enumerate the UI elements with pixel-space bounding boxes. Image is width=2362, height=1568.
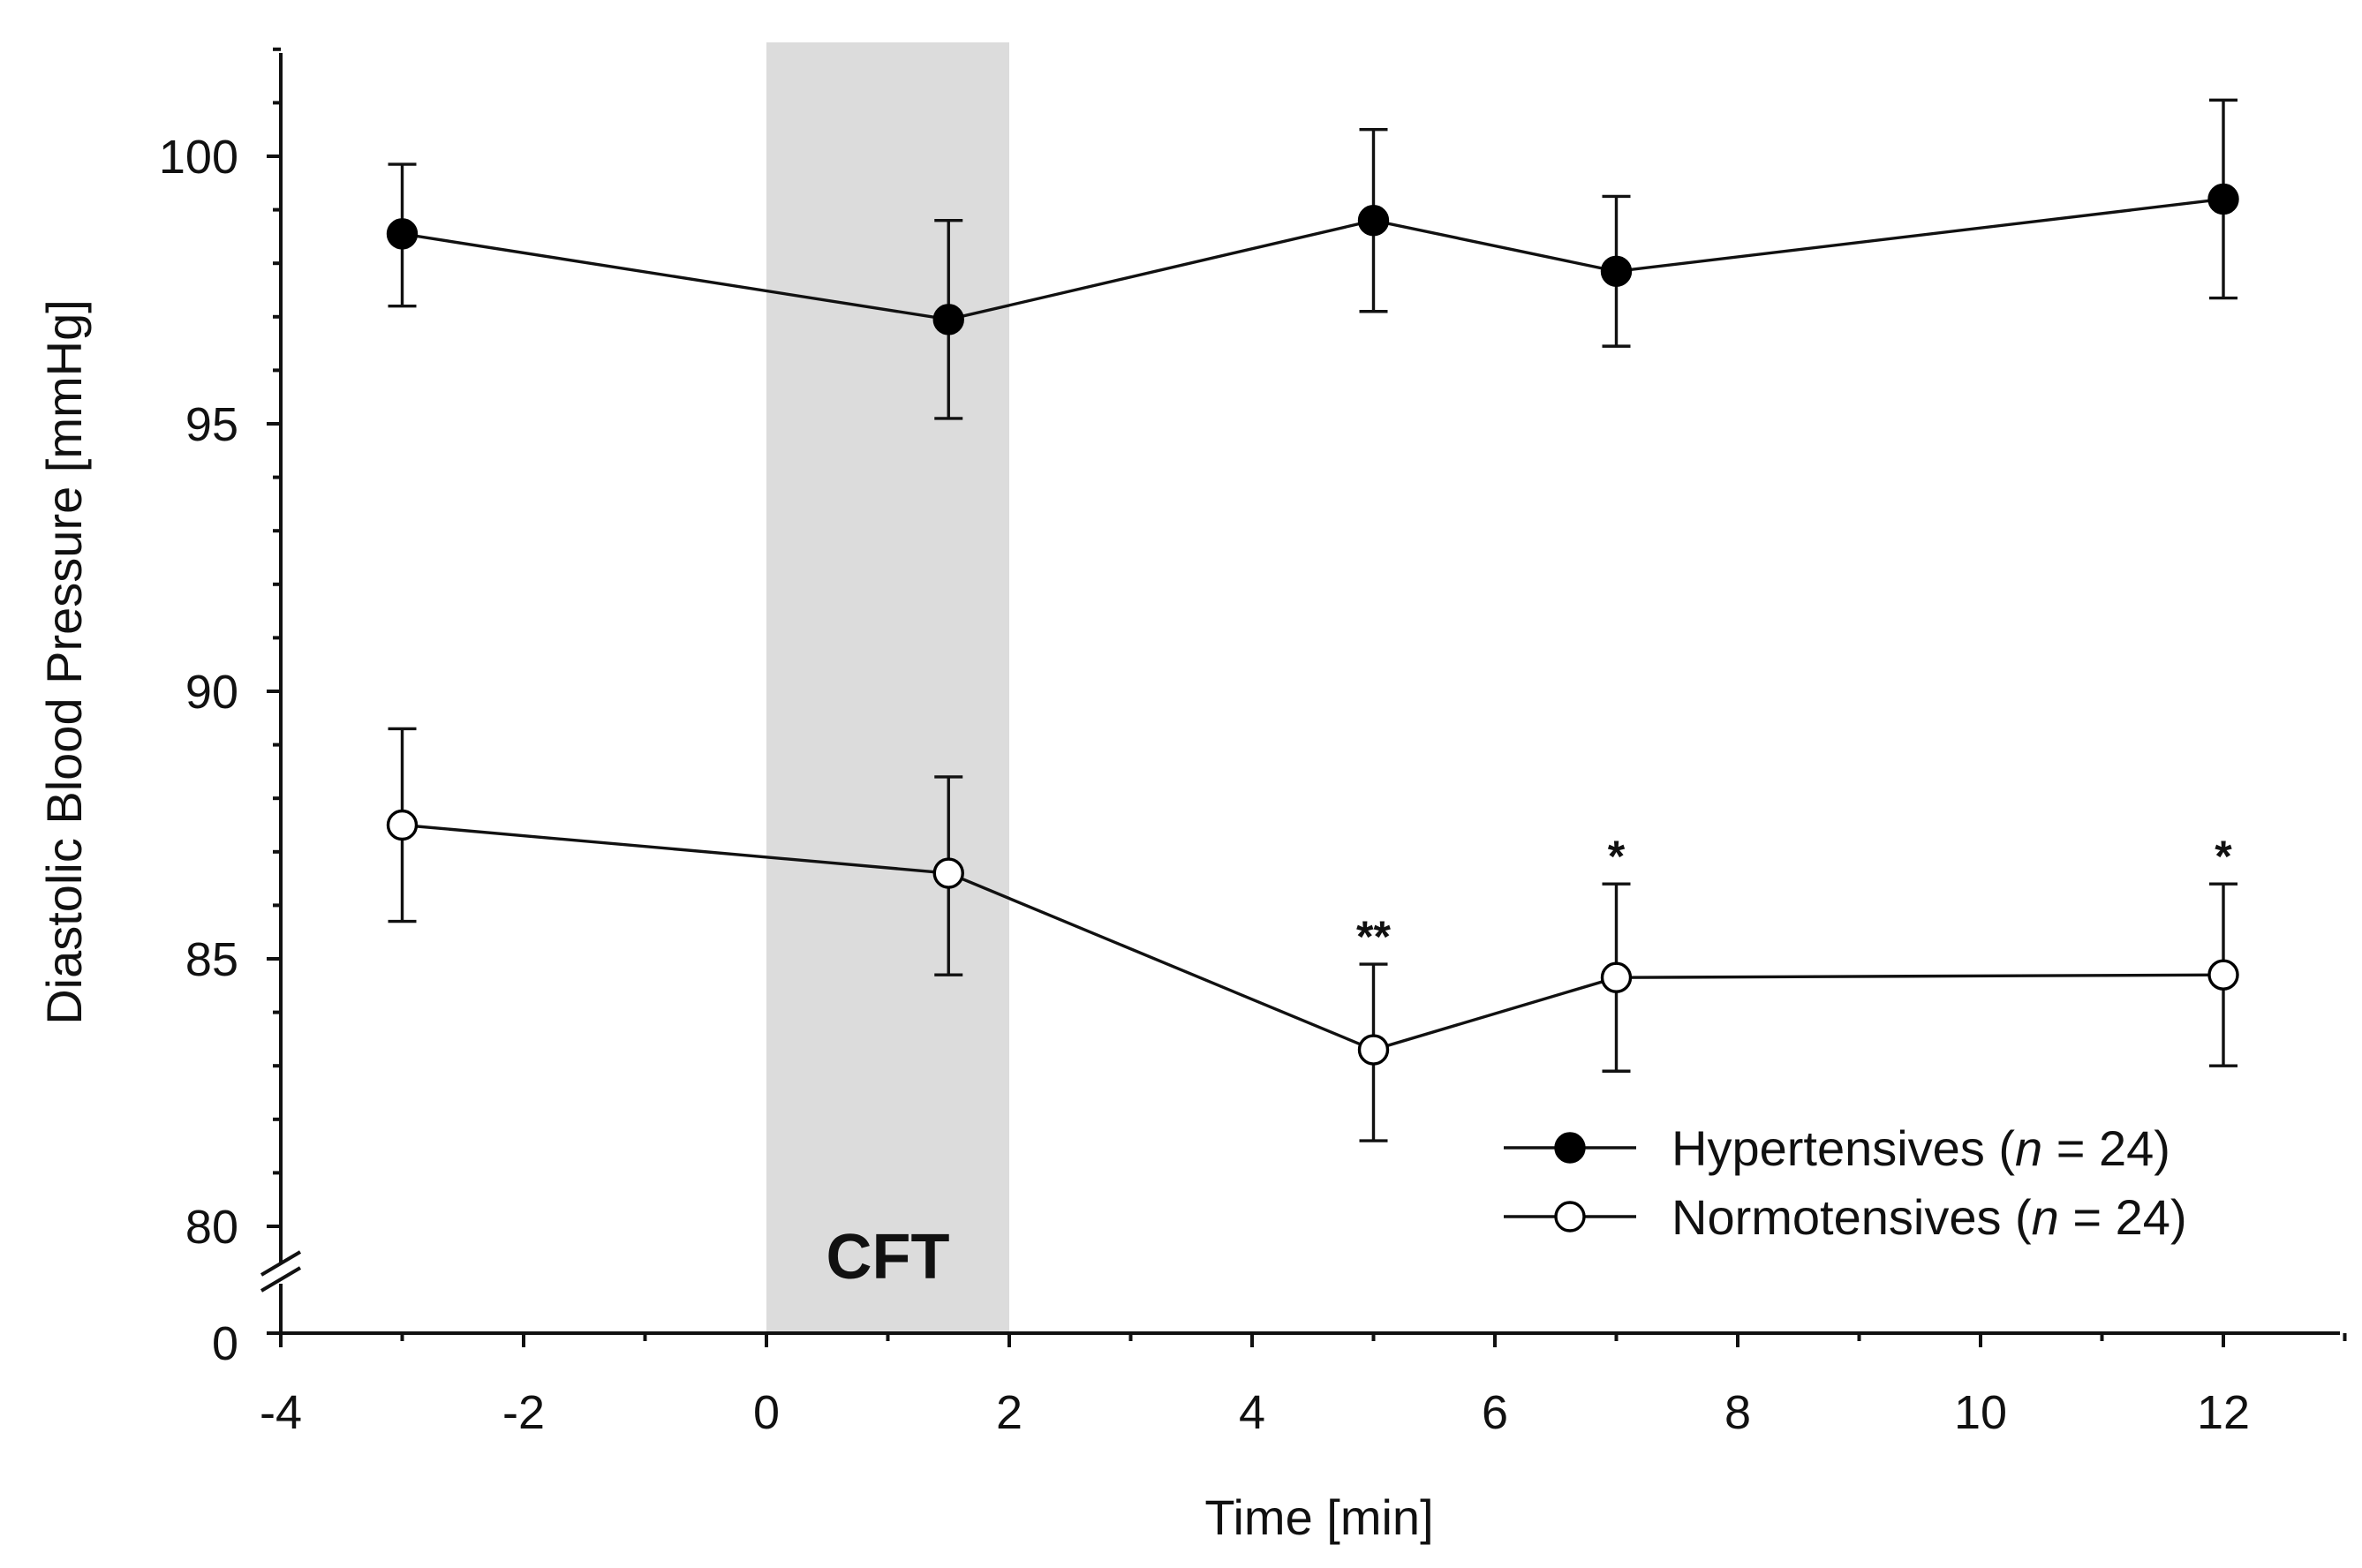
x-tick-label: 0 <box>753 1386 780 1439</box>
data-point <box>2207 183 2239 215</box>
series-layer: *** * <box>386 98 2239 1142</box>
axes: 80 85 90 95 100 0 -4 -2 0 2 4 6 8 10 12 <box>159 47 2347 1439</box>
series-line <box>402 197 2224 321</box>
data-point <box>1357 205 1390 237</box>
y-axis-label: Diastolic Blood Pressure [mmHg] <box>36 299 92 1025</box>
data-point <box>386 218 419 250</box>
x-tick-label: 4 <box>1239 1386 1265 1439</box>
significance-marker: ** <box>1356 912 1391 961</box>
x-axis-label: Time [min] <box>1204 1489 1433 1545</box>
data-point <box>1357 1034 1390 1066</box>
legend-marker <box>1554 1132 1586 1164</box>
x-tick-label: 8 <box>1724 1386 1751 1439</box>
x-tick-label: -4 <box>260 1386 302 1439</box>
x-tick-label: 2 <box>996 1386 1023 1439</box>
significance-marker: * <box>1608 832 1626 881</box>
data-point <box>2207 959 2239 991</box>
legend: Hypertensives (n = 24) Normotensives (n =… <box>1504 1120 2187 1245</box>
axis-break-mark <box>260 1250 302 1277</box>
data-point <box>932 304 964 335</box>
legend-label: Hypertensives (n = 24) <box>1672 1120 2170 1176</box>
x-tick-label: 10 <box>1954 1386 2007 1439</box>
y-tick-label-zero: 0 <box>212 1317 238 1370</box>
data-point <box>1600 961 1633 993</box>
cft-shaded-region <box>766 42 1009 1333</box>
y-tick-label: 80 <box>185 1201 238 1254</box>
legend-marker <box>1554 1201 1586 1233</box>
legend-label: Normotensives (n = 24) <box>1672 1189 2187 1245</box>
x-tick-label: 6 <box>1482 1386 1508 1439</box>
y-tick-label: 95 <box>185 398 238 451</box>
legend-item-hypertensives: Hypertensives (n = 24) <box>1504 1120 2170 1176</box>
series-line <box>402 823 2224 1052</box>
x-tick-label: 12 <box>2197 1386 2250 1439</box>
data-point <box>932 857 964 889</box>
y-tick-label: 90 <box>185 666 238 719</box>
legend-item-normotensives: Normotensives (n = 24) <box>1504 1189 2187 1245</box>
series-normotensives: *** * <box>386 727 2239 1142</box>
axis-break-mark <box>260 1266 302 1293</box>
y-tick-label: 85 <box>185 933 238 986</box>
data-point <box>386 809 419 841</box>
series-hypertensives <box>386 98 2239 420</box>
significance-marker: * <box>2215 832 2232 881</box>
data-point <box>1600 255 1633 287</box>
x-tick-label: -2 <box>502 1386 545 1439</box>
y-tick-label: 100 <box>159 131 238 184</box>
cft-label: CFT <box>826 1222 950 1293</box>
